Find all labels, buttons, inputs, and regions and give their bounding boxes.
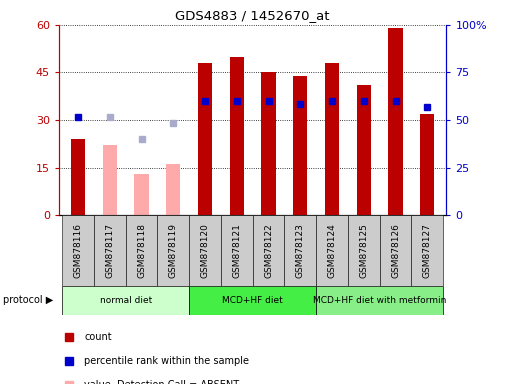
Text: value, Detection Call = ABSENT: value, Detection Call = ABSENT bbox=[84, 380, 239, 384]
FancyBboxPatch shape bbox=[284, 215, 316, 286]
Text: GSM878116: GSM878116 bbox=[73, 223, 83, 278]
Text: GSM878126: GSM878126 bbox=[391, 223, 400, 278]
FancyBboxPatch shape bbox=[253, 215, 284, 286]
FancyBboxPatch shape bbox=[157, 215, 189, 286]
Text: GSM878122: GSM878122 bbox=[264, 223, 273, 278]
Bar bbox=[420, 114, 435, 215]
FancyBboxPatch shape bbox=[189, 286, 316, 315]
FancyBboxPatch shape bbox=[62, 215, 94, 286]
Bar bbox=[134, 174, 149, 215]
Text: protocol ▶: protocol ▶ bbox=[3, 295, 53, 306]
FancyBboxPatch shape bbox=[316, 215, 348, 286]
FancyBboxPatch shape bbox=[348, 215, 380, 286]
Bar bbox=[103, 146, 117, 215]
Bar bbox=[388, 28, 403, 215]
Text: GSM878123: GSM878123 bbox=[296, 223, 305, 278]
Text: GSM878117: GSM878117 bbox=[105, 223, 114, 278]
FancyBboxPatch shape bbox=[94, 215, 126, 286]
FancyBboxPatch shape bbox=[380, 215, 411, 286]
Text: GSM878127: GSM878127 bbox=[423, 223, 432, 278]
Text: count: count bbox=[84, 332, 112, 342]
Text: MCD+HF diet: MCD+HF diet bbox=[222, 296, 283, 305]
Text: normal diet: normal diet bbox=[100, 296, 152, 305]
Bar bbox=[230, 56, 244, 215]
Bar bbox=[166, 164, 181, 215]
FancyBboxPatch shape bbox=[126, 215, 157, 286]
Text: percentile rank within the sample: percentile rank within the sample bbox=[84, 356, 249, 366]
Title: GDS4883 / 1452670_at: GDS4883 / 1452670_at bbox=[175, 9, 330, 22]
Text: GSM878120: GSM878120 bbox=[201, 223, 209, 278]
FancyBboxPatch shape bbox=[411, 215, 443, 286]
Text: MCD+HF diet with metformin: MCD+HF diet with metformin bbox=[313, 296, 446, 305]
Bar bbox=[198, 63, 212, 215]
FancyBboxPatch shape bbox=[221, 215, 253, 286]
Text: GSM878124: GSM878124 bbox=[327, 223, 337, 278]
FancyBboxPatch shape bbox=[62, 286, 189, 315]
FancyBboxPatch shape bbox=[189, 215, 221, 286]
Bar bbox=[262, 73, 275, 215]
Text: GSM878118: GSM878118 bbox=[137, 223, 146, 278]
Text: GSM878121: GSM878121 bbox=[232, 223, 241, 278]
Bar bbox=[71, 139, 85, 215]
Bar bbox=[325, 63, 339, 215]
Bar bbox=[293, 76, 307, 215]
Bar bbox=[357, 85, 371, 215]
Text: GSM878119: GSM878119 bbox=[169, 223, 178, 278]
Text: GSM878125: GSM878125 bbox=[359, 223, 368, 278]
FancyBboxPatch shape bbox=[316, 286, 443, 315]
